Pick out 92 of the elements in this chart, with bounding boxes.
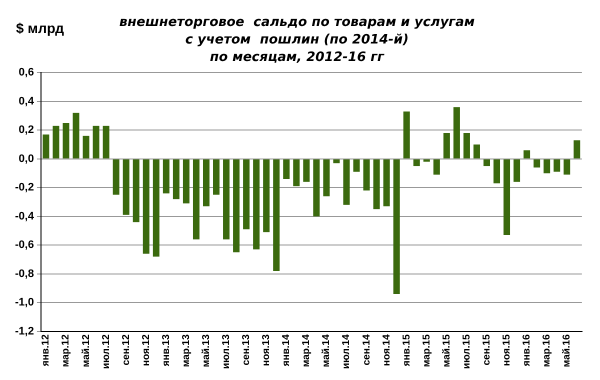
bar (504, 159, 510, 236)
x-tick-label: май.16 (562, 334, 573, 368)
bar (373, 159, 380, 210)
x-tick-label: мар.15 (421, 334, 432, 368)
bar (293, 159, 300, 186)
bar (333, 159, 340, 164)
bar (413, 159, 420, 166)
bar (102, 126, 110, 158)
bar (42, 134, 50, 158)
bar (213, 159, 220, 195)
y-axis-title: $ млрд (16, 20, 64, 36)
bar (574, 140, 580, 158)
bar (82, 136, 90, 158)
bar (243, 159, 250, 230)
x-tick-label: июл.13 (221, 334, 232, 370)
x-tick-label: мар.14 (301, 334, 312, 368)
x-tick-label: июл.12 (100, 334, 112, 370)
bar (263, 159, 270, 232)
bar (564, 159, 570, 175)
x-tick-label: ноя.14 (381, 334, 392, 366)
x-tick-label: янв.14 (281, 334, 292, 366)
bar (353, 159, 360, 172)
bar (223, 159, 230, 240)
bar (443, 133, 450, 158)
x-tick-label: сен.14 (361, 334, 372, 366)
bar (363, 159, 370, 190)
x-tick-label: июл.15 (461, 334, 472, 370)
x-tick-label: ноя.12 (140, 334, 152, 366)
bar (273, 159, 280, 271)
bar (112, 159, 120, 195)
bar (122, 159, 130, 215)
bar (544, 159, 550, 174)
bar (463, 133, 470, 158)
x-tick-label: май.12 (80, 334, 92, 368)
bar (534, 159, 540, 168)
x-tick-label: мар.16 (542, 334, 553, 368)
x-tick-label: ноя.13 (261, 334, 272, 366)
bar (52, 126, 60, 158)
chart-title: внешнеторговое сальдо по товарам и услугам с учетом пошлин (по 2014-й) по месяцам, 2012-16 гг (119, 15, 476, 66)
x-tick-label: мар.12 (60, 334, 72, 368)
bar (473, 144, 480, 158)
bar (92, 126, 100, 158)
bar (323, 159, 330, 196)
bar (433, 159, 440, 175)
bar (514, 159, 520, 182)
x-tick-label: янв.12 (40, 334, 52, 366)
bar (383, 159, 390, 206)
y-tick-label: 0,6 (18, 66, 34, 79)
y-tick-label: 0,0 (18, 152, 34, 165)
bar (494, 159, 500, 184)
x-tick-label: май.14 (321, 334, 332, 368)
x-tick-label: янв.16 (522, 334, 533, 366)
bar (202, 159, 210, 206)
x-tick-label: сен.12 (120, 334, 132, 366)
bar (182, 159, 190, 204)
bar (253, 159, 260, 250)
bar (233, 159, 240, 252)
bar (162, 159, 170, 194)
bar (62, 122, 70, 158)
bar (303, 159, 310, 182)
bar (393, 159, 400, 294)
bar (483, 159, 490, 166)
x-tick-label: июл.14 (341, 334, 352, 370)
x-tick-label: май.13 (201, 334, 212, 368)
bar (192, 159, 200, 240)
x-tick-label: янв.15 (401, 334, 412, 366)
bar (403, 111, 410, 158)
bar (313, 159, 320, 216)
bar (343, 159, 350, 205)
y-tick-label: -1,0 (14, 296, 34, 309)
bar (283, 159, 290, 179)
x-tick-label: сен.15 (481, 334, 492, 366)
x-tick-label: сен.13 (241, 334, 252, 366)
y-tick-label: 0,2 (18, 124, 34, 136)
y-tick-label: -1,2 (14, 325, 34, 338)
y-tick-label: -0,6 (14, 239, 34, 252)
bar (554, 159, 560, 172)
bar (142, 159, 150, 254)
bar (172, 159, 180, 200)
bar (524, 150, 530, 158)
bar (152, 159, 160, 257)
y-tick-label: 0,4 (18, 95, 35, 108)
x-tick-label: ноя.15 (502, 334, 513, 366)
bar (72, 112, 80, 158)
x-tick-label: май.15 (441, 334, 452, 368)
bar (132, 159, 140, 222)
y-tick-label: -0,2 (14, 182, 34, 194)
y-tick-label: -0,8 (14, 268, 34, 280)
x-tick-label: мар.13 (180, 334, 192, 368)
x-tick-label: янв.13 (160, 334, 172, 366)
y-tick-label: -0,4 (14, 210, 35, 222)
bar (453, 107, 460, 158)
